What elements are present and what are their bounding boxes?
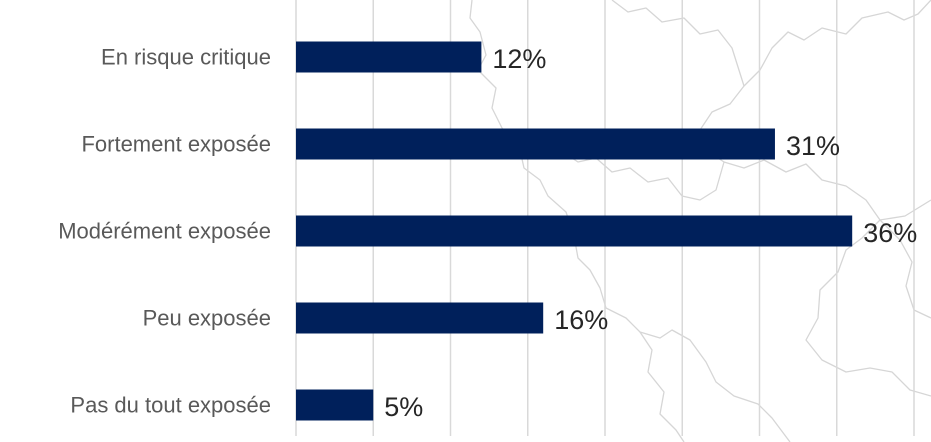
category-label-3: Peu exposée [143, 306, 271, 331]
value-label-3: 16% [554, 305, 608, 335]
value-label-4: 5% [384, 392, 423, 422]
bar-1 [296, 128, 775, 160]
bar-2 [296, 215, 853, 247]
value-label-1: 31% [786, 131, 840, 161]
value-label-0: 12% [492, 44, 546, 74]
bar-0 [296, 41, 482, 73]
category-label-4: Pas du tout exposée [70, 393, 271, 418]
category-labels: En risque critique Fortement exposée Modér… [58, 45, 271, 418]
category-label-0: En risque critique [101, 45, 271, 70]
category-label-2: Modérément exposée [58, 219, 271, 244]
value-labels: 12% 31% 36% 16% 5% [384, 44, 917, 422]
bars [296, 41, 853, 421]
bar-3 [296, 302, 544, 334]
background-map-outline [469, 0, 931, 442]
bar-4 [296, 389, 374, 421]
value-label-2: 36% [863, 218, 917, 248]
category-label-1: Fortement exposée [81, 132, 271, 157]
